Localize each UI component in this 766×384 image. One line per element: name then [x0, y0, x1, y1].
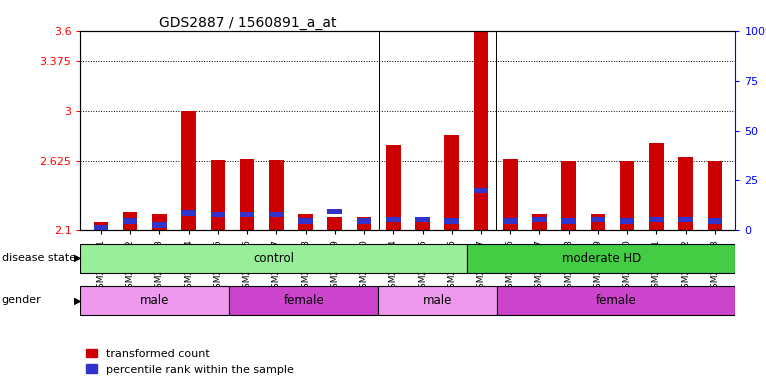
FancyBboxPatch shape [497, 286, 735, 315]
Bar [93, 222, 108, 230]
Text: ▶: ▶ [74, 295, 81, 305]
Bar [357, 218, 372, 224]
Bar [386, 145, 401, 230]
Bar [152, 214, 167, 230]
Bar [532, 217, 547, 222]
Bar [182, 111, 196, 230]
Bar [240, 212, 254, 217]
Bar [561, 218, 576, 224]
Bar [561, 161, 576, 230]
Bar [123, 218, 137, 224]
Bar [679, 217, 693, 222]
Bar [152, 222, 167, 228]
Text: male: male [423, 294, 453, 307]
Bar [298, 218, 313, 224]
Bar [328, 217, 342, 230]
Bar [532, 214, 547, 230]
FancyBboxPatch shape [378, 286, 497, 315]
Bar [415, 217, 430, 230]
FancyBboxPatch shape [229, 286, 378, 315]
Text: moderate HD: moderate HD [561, 252, 641, 265]
Bar [269, 212, 283, 217]
Text: male: male [140, 294, 169, 307]
Bar [591, 217, 605, 222]
Bar [269, 160, 283, 230]
Bar [679, 157, 693, 230]
Bar [357, 217, 372, 230]
Bar [211, 160, 225, 230]
Text: ▶: ▶ [74, 253, 81, 263]
FancyBboxPatch shape [80, 286, 229, 315]
Bar [591, 214, 605, 230]
Bar [503, 159, 518, 230]
Bar [649, 217, 663, 222]
Bar [503, 218, 518, 224]
Bar [123, 212, 137, 230]
Bar [240, 159, 254, 230]
Text: control: control [254, 252, 294, 265]
Text: female: female [596, 294, 637, 307]
Bar [182, 210, 196, 216]
Bar [328, 209, 342, 214]
Bar [649, 142, 663, 230]
Bar [211, 212, 225, 217]
FancyBboxPatch shape [467, 243, 735, 273]
Bar [298, 214, 313, 230]
Bar [620, 218, 634, 224]
Text: female: female [283, 294, 324, 307]
Bar [386, 217, 401, 222]
Bar [473, 7, 488, 230]
Bar [473, 188, 488, 193]
Bar [708, 218, 722, 224]
Text: GDS2887 / 1560891_a_at: GDS2887 / 1560891_a_at [159, 16, 336, 30]
Text: disease state: disease state [2, 253, 76, 263]
Legend: transformed count, percentile rank within the sample: transformed count, percentile rank withi… [86, 349, 294, 375]
Bar [93, 225, 108, 230]
Bar [415, 217, 430, 222]
Bar [444, 218, 459, 224]
Bar [620, 161, 634, 230]
FancyBboxPatch shape [80, 243, 467, 273]
Bar [444, 134, 459, 230]
Bar [708, 161, 722, 230]
Text: gender: gender [2, 295, 41, 305]
